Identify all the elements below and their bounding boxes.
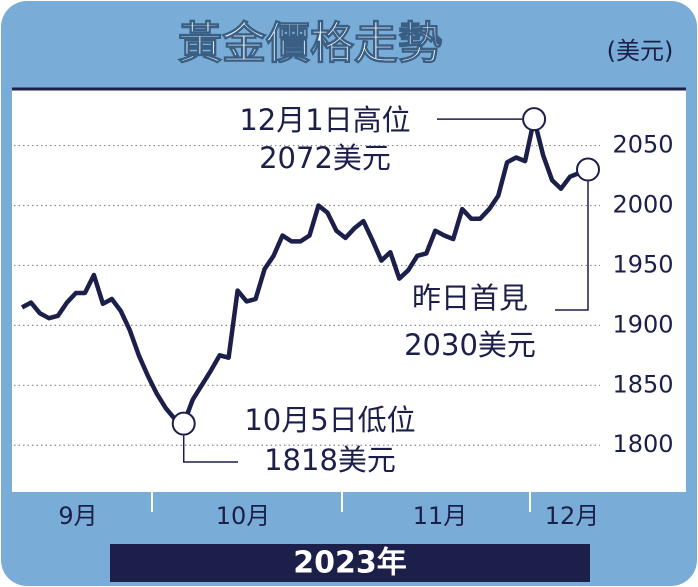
- y-tick-label: 1800: [612, 430, 673, 458]
- annotation: 1818美元: [264, 443, 396, 477]
- callout-marker: [576, 157, 600, 182]
- annotation: 2072美元: [259, 141, 391, 175]
- y-tick-label: 1950: [612, 250, 673, 278]
- callout-marker: [522, 107, 547, 132]
- callout-line: [555, 181, 589, 311]
- y-tick-label: 1900: [612, 310, 673, 338]
- chart-title: 黃金價格走勢: [178, 18, 442, 69]
- x-tick-label: 10月: [216, 502, 271, 530]
- callout-marker: [171, 411, 196, 436]
- x-tick-label: 12月: [545, 502, 600, 530]
- year-label: 2023年: [293, 546, 407, 581]
- x-tick-label: 9月: [58, 502, 97, 530]
- y-tick-label: 2050: [612, 131, 673, 159]
- year-band: [110, 544, 590, 582]
- annotation: 昨日首見: [412, 281, 528, 315]
- unit-label: (美元): [607, 37, 674, 65]
- annotation: 10月5日低位: [244, 403, 415, 437]
- y-tick-label: 2000: [612, 190, 673, 218]
- annotation: 2030美元: [404, 328, 536, 362]
- callout-line: [182, 435, 238, 463]
- price-line: [20, 116, 589, 426]
- annotation: 12月1日高位: [239, 103, 410, 137]
- y-tick-label: 1850: [612, 370, 673, 398]
- x-tick-label: 11月: [413, 502, 468, 530]
- plot-area: [12, 88, 686, 492]
